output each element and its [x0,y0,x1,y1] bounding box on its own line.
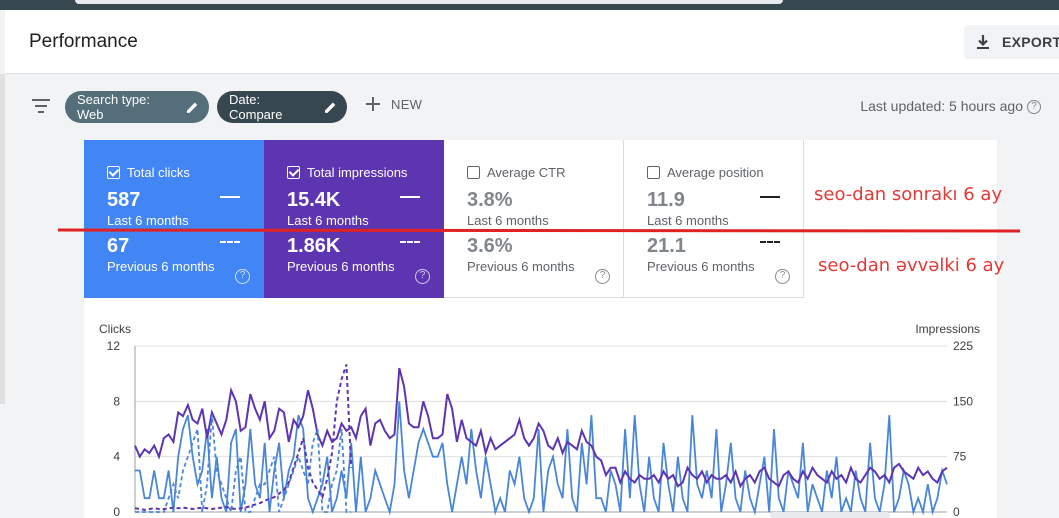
new-label: NEW [391,96,423,112]
series-line-impressions-previous [134,364,353,511]
dashed-line-legend [760,241,780,243]
date-chip[interactable]: Date: Compare [217,91,347,123]
edit-icon [187,102,198,113]
series-line-clicks-current [135,401,948,516]
y-left-tick-label: 0 [113,505,120,518]
metric-title: Total clicks [127,165,190,180]
y-right-tick-label: 150 [953,394,973,408]
performance-chart: Clicks Impressions 12 225 8 150 4 75 0 0 [99,322,980,518]
solid-line-legend [760,196,780,198]
metric-previous-value: 3.6% [467,235,513,257]
metric-current-value: 11.9 [647,189,685,211]
metric-previous-value: 67 [107,235,130,257]
metric-current-period: Last 6 months [467,213,549,228]
metric-current-value: 15.4K [287,189,341,211]
metric-title: Average CTR [487,165,566,180]
y-left-tick-label: 4 [113,450,120,464]
y-left-label: Clicks [99,322,131,336]
annotation-after-seo: seo-dan sonrakı 6 ay [814,184,1003,205]
last-updated: Last updated: 5 hours ago? [860,98,1041,115]
page-title: Performance [29,31,138,52]
help-icon[interactable]: ? [595,269,610,284]
metric-card-total-clicks[interactable]: Total clicks 587 Last 6 months 67 Previo… [84,140,264,298]
export-button[interactable]: EXPORT [964,25,1059,59]
top-search-bar[interactable] [75,0,783,4]
checkbox-icon[interactable] [287,166,300,179]
checkbox-icon[interactable] [467,166,480,179]
plus-icon [366,97,380,111]
metric-previous-period: Previous 6 months [287,259,395,274]
metric-card-average-position[interactable]: Average position 11.9 Last 6 months 21.1… [624,140,804,298]
bottom-overlay [770,512,890,518]
solid-line-legend [400,196,420,198]
search-type-chip[interactable]: Search type: Web [65,91,209,123]
y-left-tick-label: 12 [107,339,121,353]
metric-previous-period: Previous 6 months [107,259,215,274]
metric-previous-value: 1.86K [287,235,341,257]
metric-title: Total impressions [307,165,408,180]
annotation-before-seo: seo-dan əvvəlki 6 ay [818,255,1005,276]
help-icon[interactable]: ? [1027,100,1041,115]
checkbox-icon[interactable] [647,166,660,179]
left-gutter [0,74,5,404]
filter-bar: Search type: Web Date: Compare NEW Last … [5,74,1059,138]
checkbox-icon[interactable] [107,166,120,179]
help-icon[interactable]: ? [235,269,250,284]
metric-current-value: 587 [107,189,141,211]
metric-title: Average position [667,165,764,180]
y-left-tick-label: 8 [113,394,120,408]
date-label: Date: Compare [229,92,283,122]
chart-lines [134,364,948,516]
help-icon[interactable]: ? [775,269,790,284]
metric-card-average-ctr[interactable]: Average CTR 3.8% Last 6 months 3.6% Prev… [444,140,624,298]
metric-current-period: Last 6 months [107,213,189,228]
help-icon[interactable]: ? [415,269,430,284]
export-label: EXPORT [1002,34,1059,50]
new-filter-button[interactable]: NEW [365,96,422,112]
y-right-tick-label: 0 [953,505,960,518]
y-right-tick-label: 75 [953,450,967,464]
metric-previous-value: 21.1 [647,235,686,257]
search-type-label: Search type: Web [77,92,150,122]
page-header: Performance EXPORT [5,10,1059,74]
series-line-impressions-current [134,367,948,489]
dashed-line-legend [400,241,420,243]
download-icon [977,35,989,49]
metric-previous-period: Previous 6 months [647,259,755,274]
dashed-line-legend [220,241,240,243]
filter-icon[interactable] [31,98,51,114]
last-updated-text: Last updated: 5 hours ago [860,98,1023,114]
metric-current-value: 3.8% [467,189,513,211]
chart-ticks: 12 225 8 150 4 75 0 0 [107,339,974,518]
y-right-label: Impressions [915,322,980,336]
browser-top-strip [0,0,1059,10]
y-right-tick-label: 225 [953,339,973,353]
series-line-clicks-previous [135,415,352,513]
edit-icon [325,102,336,113]
metric-previous-period: Previous 6 months [467,259,575,274]
solid-line-legend [220,196,240,198]
metric-current-period: Last 6 months [287,213,369,228]
metric-card-total-impressions[interactable]: Total impressions 15.4K Last 6 months 1.… [264,140,444,298]
metric-current-period: Last 6 months [647,213,729,228]
